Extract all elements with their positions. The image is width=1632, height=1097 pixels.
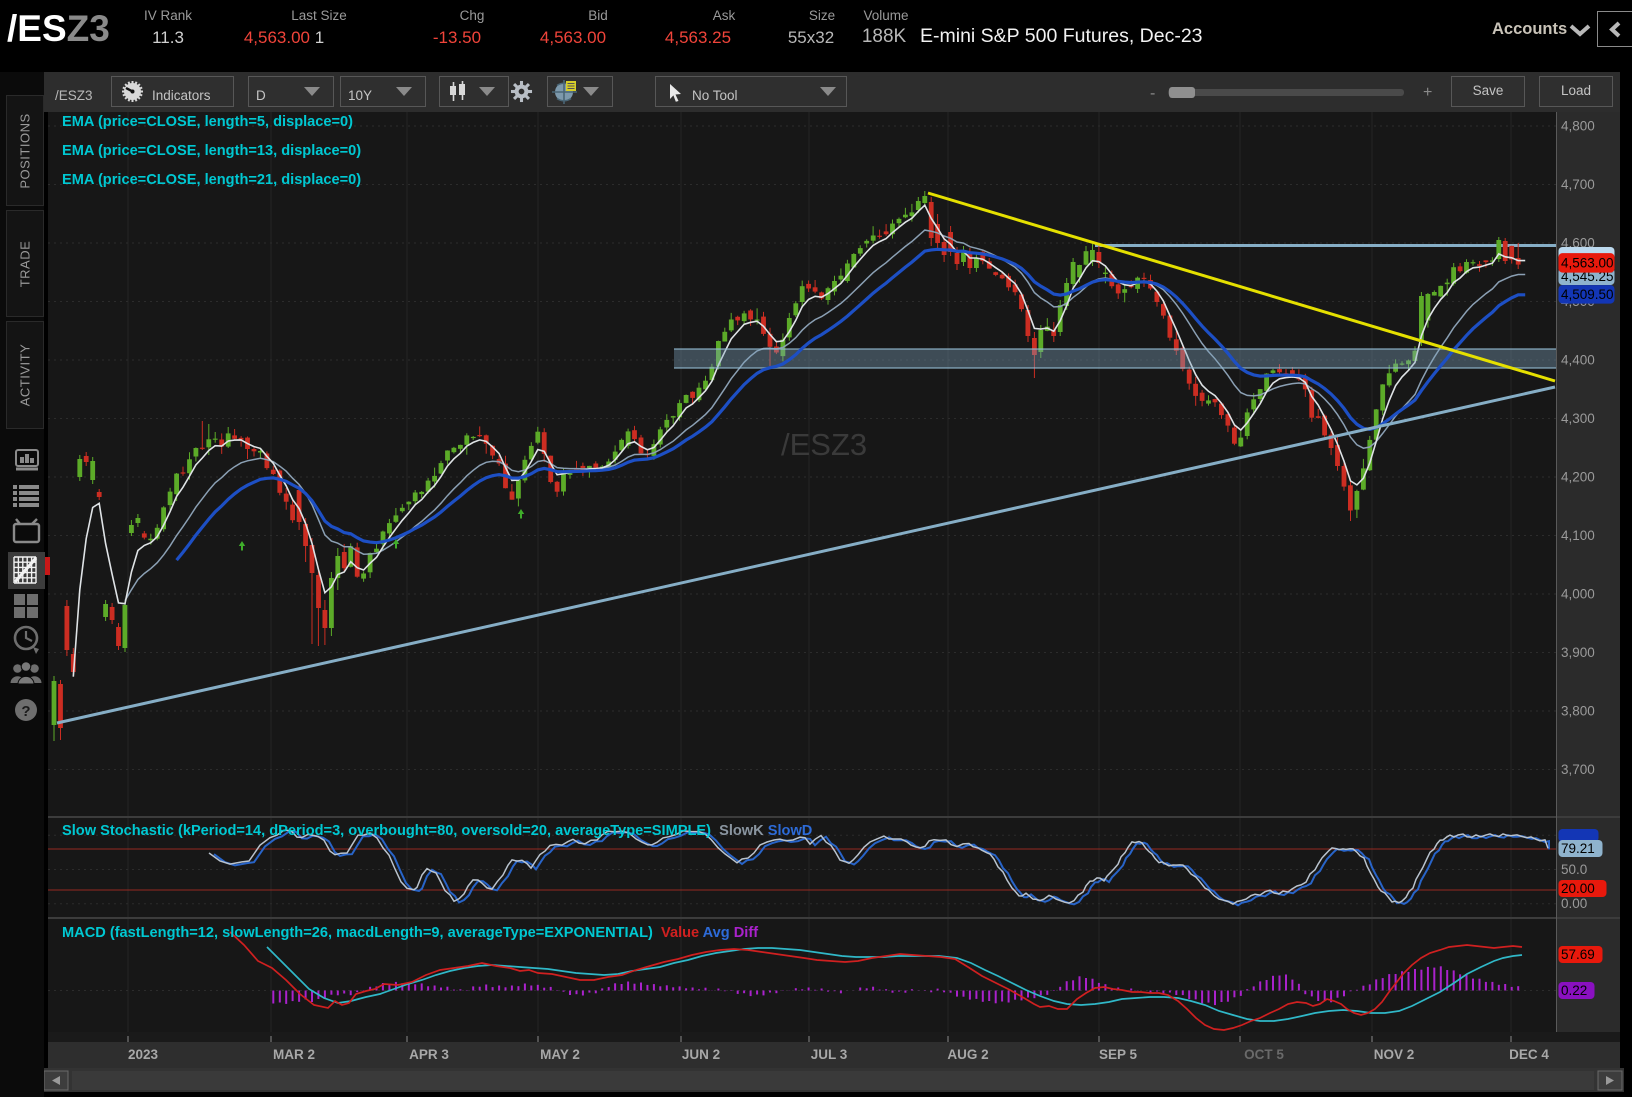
svg-text:4,300: 4,300: [1561, 411, 1595, 426]
svg-text:50.0: 50.0: [1561, 862, 1587, 877]
svg-text:57.69: 57.69: [1561, 947, 1595, 962]
svg-text:JUN 2: JUN 2: [682, 1047, 720, 1062]
svg-text:20.00: 20.00: [1561, 881, 1595, 896]
svg-text:2023: 2023: [128, 1047, 159, 1062]
svg-text:AUG 2: AUG 2: [947, 1047, 988, 1062]
svg-text:MAR 2: MAR 2: [273, 1047, 315, 1062]
svg-text:4,509.50: 4,509.50: [1561, 287, 1614, 302]
svg-text:?: ?: [21, 703, 30, 720]
svg-text:4,545.25: 4,545.25: [1561, 269, 1614, 284]
svg-text:MAY 2: MAY 2: [540, 1047, 580, 1062]
svg-text:/ESZ3: /ESZ3: [781, 427, 867, 462]
svg-text:NOV 2: NOV 2: [1374, 1047, 1415, 1062]
svg-text:SEP 5: SEP 5: [1099, 1047, 1138, 1062]
svg-text:4,600: 4,600: [1561, 236, 1595, 251]
svg-text:4,000: 4,000: [1561, 587, 1595, 602]
svg-text:APR 3: APR 3: [409, 1047, 449, 1062]
svg-text:4,563.00: 4,563.00: [1561, 256, 1614, 271]
svg-text:79.21: 79.21: [1561, 841, 1595, 856]
svg-text:0.22: 0.22: [1561, 983, 1587, 998]
svg-text:4,400: 4,400: [1561, 353, 1595, 368]
svg-text:4,800: 4,800: [1561, 119, 1595, 134]
svg-text:3,800: 3,800: [1561, 704, 1595, 719]
svg-text:3,700: 3,700: [1561, 762, 1595, 777]
svg-text:4,700: 4,700: [1561, 177, 1595, 192]
svg-text:JUL 3: JUL 3: [811, 1047, 848, 1062]
svg-text:DEC 4: DEC 4: [1509, 1047, 1549, 1062]
svg-text:3,900: 3,900: [1561, 645, 1595, 660]
svg-text:OCT 5: OCT 5: [1244, 1047, 1284, 1062]
svg-text:4,100: 4,100: [1561, 528, 1595, 543]
svg-text:4,200: 4,200: [1561, 470, 1595, 485]
svg-text:0.00: 0.00: [1561, 896, 1587, 911]
